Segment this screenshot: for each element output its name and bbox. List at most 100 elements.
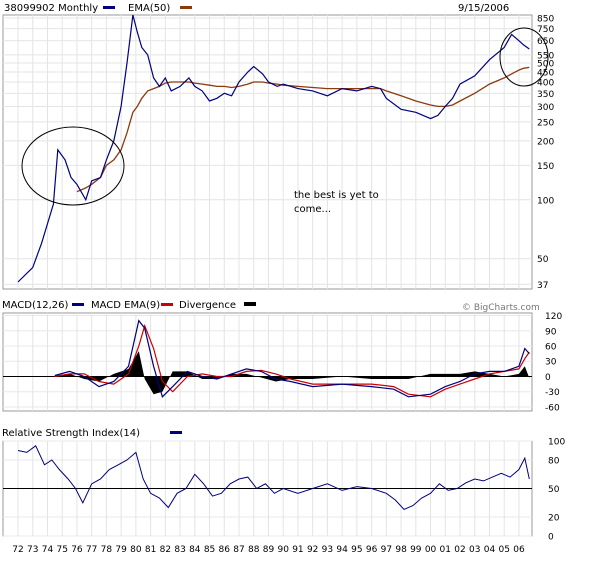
- rsi-line: [17, 445, 530, 510]
- rsi-tick-label: 0: [548, 533, 554, 543]
- rsi-tick-label: 100: [548, 438, 565, 448]
- rsi-tick-label: 50: [548, 485, 560, 495]
- rsi-tick-label: 20: [548, 514, 560, 524]
- macd-panel: MACD(12,26) MACD EMA(9) Divergence © Big…: [2, 300, 562, 413]
- price-tick-label: 500: [537, 60, 554, 70]
- chart-title: 38099902 Monthly: [4, 3, 98, 14]
- divergence-histogram: [54, 351, 530, 395]
- x-tick-label: 80: [130, 545, 142, 555]
- ema-50-line: [76, 66, 530, 193]
- price-tick-label: 37: [537, 281, 548, 291]
- rsi-legend-label: Relative Strength Index(14): [2, 428, 140, 439]
- price-tick-label: 150: [537, 162, 554, 172]
- macd-ema-legend-label: MACD EMA(9): [91, 300, 160, 311]
- x-tick-label: 06: [513, 545, 525, 555]
- price-gridlines: [3, 17, 532, 285]
- macd-tick-label: 0: [545, 373, 551, 383]
- x-tick-label: 98: [395, 545, 407, 555]
- x-tick-label: 93: [322, 545, 333, 555]
- x-tick-label: 92: [307, 545, 318, 555]
- price-x-gridlines: [17, 15, 520, 289]
- x-tick-label: 90: [277, 545, 289, 555]
- price-tick-label: 50: [537, 255, 549, 265]
- price-tick-label: 350: [537, 90, 554, 100]
- x-tick-label: 76: [71, 545, 83, 555]
- x-tick-label: 74: [42, 545, 54, 555]
- x-tick-label: 83: [174, 545, 185, 555]
- rsi-tick-label: 80: [548, 457, 560, 467]
- x-tick-label: 77: [86, 545, 97, 555]
- divergence-legend-label: Divergence: [179, 300, 236, 311]
- price-series-line: [17, 14, 530, 283]
- divergence-legend-swatch: [244, 302, 256, 306]
- x-tick-label: 89: [263, 545, 275, 555]
- macd-tick-label: 120: [545, 312, 562, 322]
- chart-date: 9/15/2006: [458, 3, 509, 14]
- x-tick-label: 87: [233, 545, 244, 555]
- x-tick-label: 04: [484, 545, 496, 555]
- bigcharts-watermark: © BigCharts.com: [462, 303, 540, 313]
- macd-line: [54, 319, 530, 398]
- x-tick-label: 81: [145, 545, 156, 555]
- ema-legend-label: EMA(50): [128, 3, 170, 14]
- x-tick-label: 99: [410, 545, 422, 555]
- x-tick-label: 05: [498, 545, 509, 555]
- price-panel: 38099902 Monthly EMA(50) 9/15/2006 85075…: [2, 3, 554, 291]
- macd-tick-label: 60: [545, 343, 557, 353]
- price-tick-label: 850: [537, 14, 554, 24]
- macd-signal-line: [54, 323, 530, 398]
- price-tick-label: 100: [537, 196, 554, 206]
- rsi-legend-swatch: [170, 431, 182, 434]
- price-tick-label: 250: [537, 118, 554, 128]
- ema-legend-swatch: [180, 6, 192, 9]
- annotation-line-1: the best is yet to: [294, 190, 379, 201]
- x-tick-label: 03: [469, 545, 480, 555]
- highlight-circle-2006: [499, 27, 549, 87]
- macd-ema-legend-swatch: [161, 303, 173, 306]
- x-tick-label: 01: [440, 545, 451, 555]
- x-tick-label: 94: [336, 545, 348, 555]
- price-tick-label: 650: [537, 37, 554, 47]
- macd-legend-swatch: [72, 303, 84, 306]
- x-tick-label: 88: [248, 545, 260, 555]
- price-tick-label: 200: [537, 137, 554, 147]
- x-tick-label: 95: [351, 545, 362, 555]
- x-tick-label: 84: [189, 545, 201, 555]
- macd-plot-frame: [2, 312, 533, 412]
- x-axis-labels: 72 73 74 75 76 77 78 79 80 81 82 83 84 85 86 87 88 89 90 91…: [12, 545, 525, 555]
- x-tick-label: 82: [160, 545, 171, 555]
- x-tick-label: 73: [27, 545, 38, 555]
- x-tick-label: 79: [115, 545, 127, 555]
- macd-y-axis: 120 90 60 30 0 -30 -60: [3, 312, 562, 413]
- price-tick-label: 300: [537, 103, 554, 113]
- price-tick-label: 750: [537, 25, 554, 35]
- price-tick-label: 450: [537, 68, 554, 78]
- price-plot-frame: [2, 14, 533, 290]
- macd-tick-label: -60: [545, 403, 560, 413]
- x-tick-label: 72: [12, 545, 23, 555]
- x-tick-label: 00: [425, 545, 437, 555]
- rsi-panel: Relative Strength Index(14) 100 80 50 20 0: [2, 428, 565, 543]
- macd-x-gridlines: [17, 313, 520, 411]
- x-tick-label: 97: [381, 545, 392, 555]
- price-tick-label: 400: [537, 78, 554, 88]
- x-tick-label: 75: [56, 545, 67, 555]
- macd-legend-label: MACD(12,26): [2, 300, 69, 311]
- macd-tick-label: 90: [545, 327, 557, 337]
- x-tick-label: 91: [292, 545, 303, 555]
- annotation-line-2: come...: [294, 204, 331, 215]
- price-tick-label: 550: [537, 51, 554, 61]
- macd-tick-label: -30: [545, 388, 560, 398]
- macd-tick-label: 30: [545, 358, 557, 368]
- rsi-y-axis: 100 80 50 20 0: [3, 438, 565, 543]
- x-tick-label: 02: [454, 545, 465, 555]
- highlight-circle-1975: [21, 126, 125, 206]
- x-tick-label: 96: [366, 545, 378, 555]
- price-legend-swatch: [103, 6, 115, 9]
- x-tick-label: 85: [204, 545, 215, 555]
- x-tick-label: 78: [101, 545, 113, 555]
- x-tick-label: 86: [219, 545, 231, 555]
